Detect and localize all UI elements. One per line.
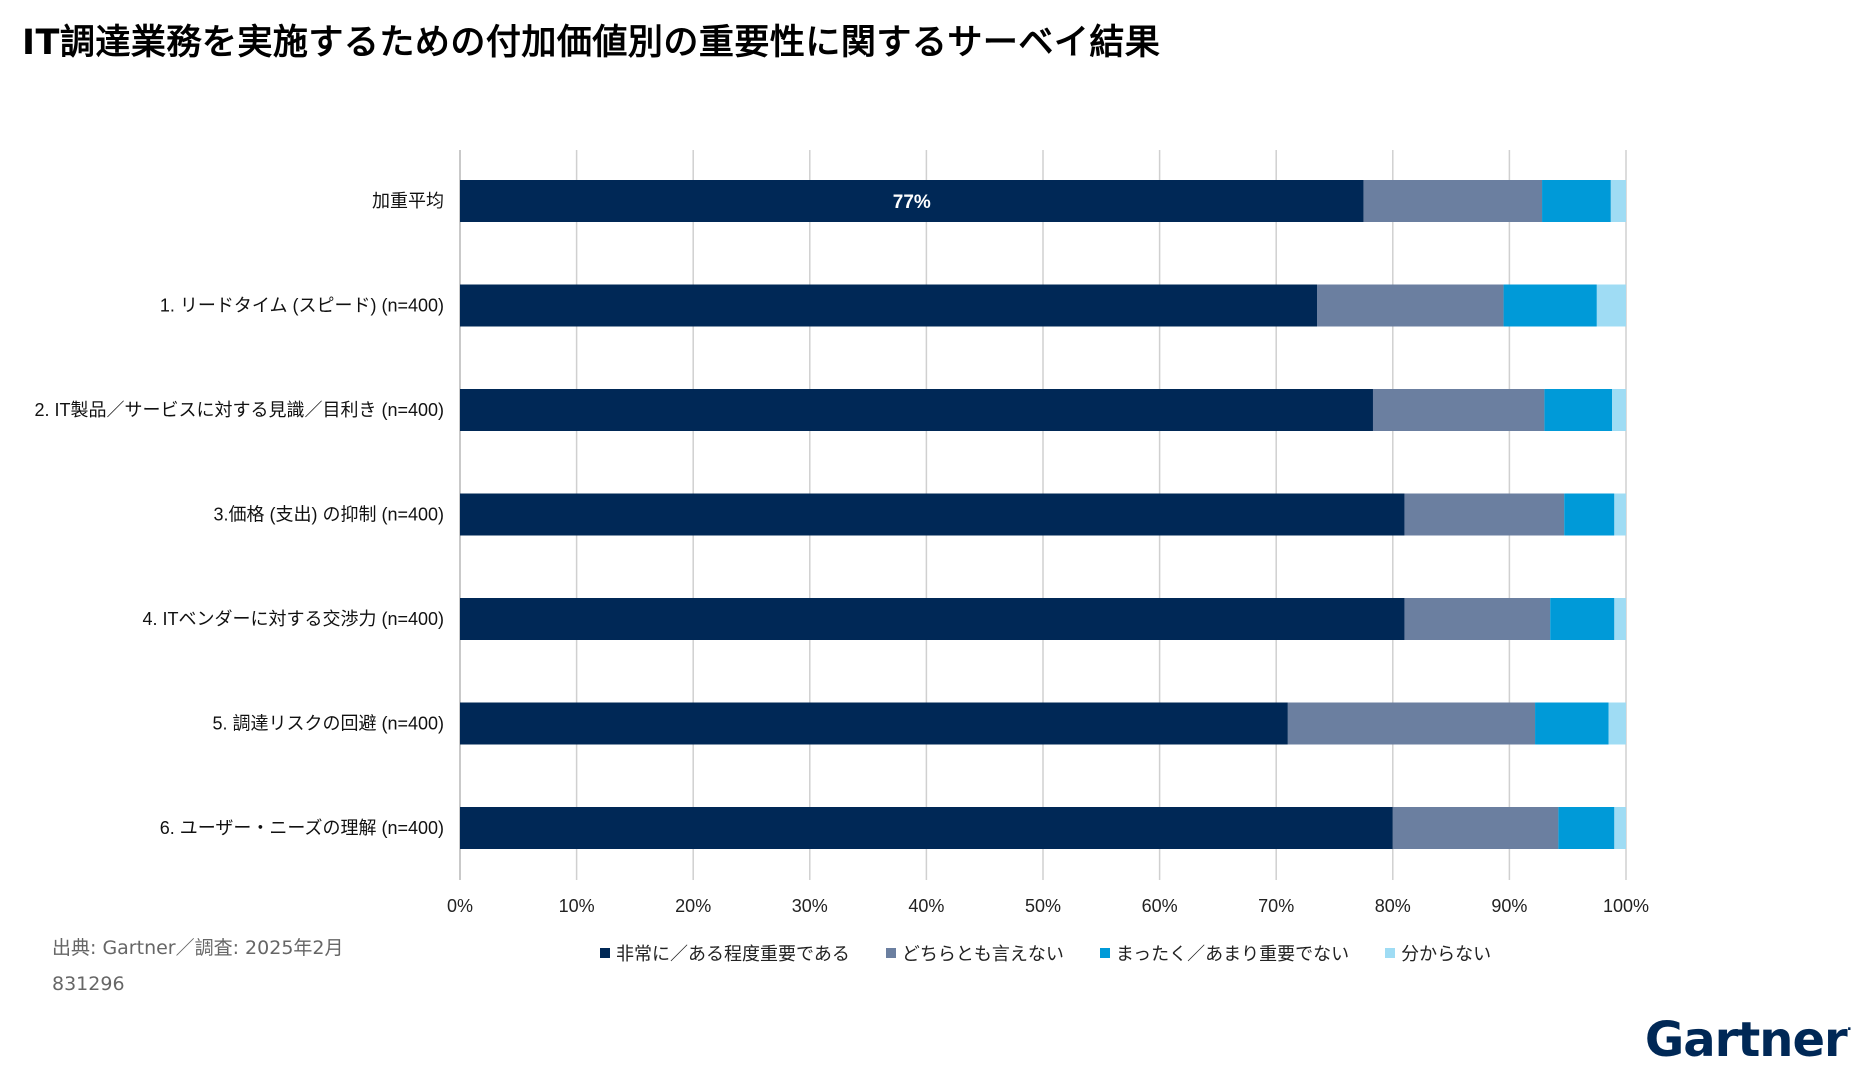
category-label: 加重平均: [372, 191, 444, 211]
category-label: 6. ユーザー・ニーズの理解 (n=400): [160, 818, 444, 838]
bar-segment: [460, 598, 1405, 640]
bar-segment: [1535, 702, 1609, 745]
bar-segment: [1558, 807, 1615, 849]
x-tick-label: 60%: [1142, 896, 1178, 916]
bar-segment: [1404, 493, 1565, 536]
bar-segment: [1363, 180, 1543, 222]
bar-segment: [1544, 389, 1613, 431]
legend: 非常に／ある程度重要である どちらとも言えない まったく／あまり重要でない 分か…: [600, 940, 1491, 966]
bar-segment: [460, 702, 1288, 745]
legend-item-neutral: どちらとも言えない: [885, 940, 1064, 966]
x-tick-label: 80%: [1375, 896, 1411, 916]
bar-segment: [1614, 598, 1626, 640]
legend-label: 分からない: [1401, 944, 1492, 965]
chart-title: IT調達業務を実施するための付加価値別の重要性に関するサーベイ結果: [22, 23, 1161, 63]
bar-segment: [460, 389, 1373, 431]
legend-label: まったく／あまり重要でない: [1115, 944, 1350, 965]
category-label: 4. ITベンダーに対する交渉力 (n=400): [142, 609, 444, 629]
x-tick-label: 100%: [1603, 896, 1649, 916]
legend-item-very-important: 非常に／ある程度重要である: [600, 940, 850, 966]
bar-segment: [1404, 598, 1551, 640]
x-tick-label: 70%: [1258, 896, 1294, 916]
source-note: 出典: Gartner／調査: 2025年2月: [52, 937, 344, 959]
bar-segment: [1614, 493, 1626, 536]
x-tick-label: 90%: [1491, 896, 1527, 916]
legend-label: どちらとも言えない: [901, 944, 1064, 965]
legend-swatch: [1385, 948, 1396, 958]
category-label: 5. 調達リスクの回避 (n=400): [212, 714, 444, 734]
document-id: 831296: [52, 973, 125, 995]
data-label: 77%: [893, 192, 931, 213]
bar-segment: [1614, 807, 1626, 849]
x-tick-label: 30%: [792, 896, 828, 916]
x-tick-label: 50%: [1025, 896, 1061, 916]
labels: 0% 10% 20% 30% 40% 50% 60% 70% 80% 90% 100% 加重平均 1. …: [34, 191, 1649, 916]
bar-segment: [1542, 180, 1611, 222]
bar-segment: [460, 807, 1393, 849]
bar-segment: [460, 493, 1405, 536]
x-tick-label: 40%: [908, 896, 944, 916]
bar-segment: [1608, 702, 1626, 745]
bar-segment: [1372, 389, 1545, 431]
bar-segment: [1564, 493, 1615, 536]
bar-segment: [1317, 284, 1504, 327]
x-tick-label: 0%: [447, 896, 473, 916]
x-tick-label: 10%: [559, 896, 595, 916]
legend-swatch: [600, 948, 610, 958]
bar-segment: [1596, 284, 1626, 327]
bar-segment: [1287, 702, 1536, 745]
category-label: 2. IT製品／サービスに対する見識／目利き (n=400): [34, 400, 444, 420]
bar-segment: [1503, 284, 1597, 327]
gartner-logo: Gartner.: [1644, 1012, 1852, 1068]
bar-segment: [1610, 180, 1626, 222]
bar-segment: [1612, 389, 1626, 431]
bar-segment: [460, 284, 1318, 327]
bars: [460, 180, 1626, 849]
bar-segment: [1392, 807, 1559, 849]
bar-segment: [460, 180, 1364, 222]
legend-swatch: [1099, 948, 1110, 958]
legend-swatch: [885, 948, 896, 958]
x-tick-label: 20%: [675, 896, 711, 916]
bar-segment: [1550, 598, 1615, 640]
legend-label: 非常に／ある程度重要である: [616, 944, 850, 965]
category-label: 1. リードタイム (スピード) (n=400): [160, 296, 444, 316]
legend-item-unknown: 分からない: [1385, 940, 1491, 966]
legend-item-not-important: まったく／あまり重要でない: [1099, 940, 1350, 966]
category-label: 3.価格 (支出) の抑制 (n=400): [213, 505, 444, 525]
